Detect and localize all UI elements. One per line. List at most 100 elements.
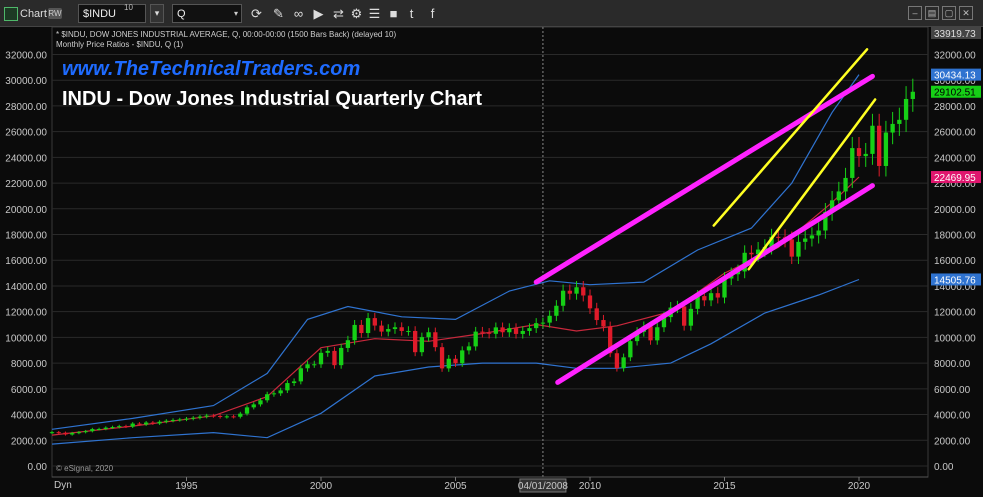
menu-icon[interactable]: ☰ [368,5,381,21]
link-icon[interactable]: ∞ [293,6,304,21]
candle-up [406,330,411,332]
symbol-dropdown-icon[interactable]: ▾ [150,4,164,23]
symbol-input[interactable]: $INDU [78,4,146,23]
price-tag-mid-band: 22469.95 [934,173,976,184]
y-tick-label-left: 30000.00 [5,76,47,87]
esignal-credit: © eSignal, 2020 [56,464,114,473]
candle-up [164,420,169,422]
interval-input[interactable]: Q ▾ [172,4,242,23]
chart-label: Chart [20,7,47,20]
y-tick-label-left: 0.00 [28,462,48,473]
study-header: * $INDU, DOW JONES INDUSTRIAL AVERAGE, Q… [56,30,396,39]
twitter-icon[interactable]: t [409,6,414,21]
draw-icon[interactable]: ✎ [273,5,284,21]
candle-up [803,238,808,242]
yellow-channel-line [712,48,869,227]
candle-up [870,125,875,154]
y-tick-label-right: 16000.00 [934,256,976,267]
video-icon[interactable]: ■ [389,6,398,21]
chart-badge[interactable]: RW [48,8,62,19]
candle-down [453,358,458,364]
price-tag-last-box [931,85,981,98]
candle-up [883,132,889,166]
candle-up [547,315,552,323]
y-tick-label-right: 4000.00 [934,411,971,422]
candle-down [217,415,223,417]
candle-down [123,426,129,428]
toolbar: Chart RW $INDU 10 ▾ Q ▾ ⟳ ✎ ∞ ▶ ⇄ ⚙ ☰ ■ … [0,0,983,27]
candle-up [460,350,465,364]
candle-down [56,432,61,434]
play-icon[interactable]: ▶ [313,5,324,21]
candle-up [661,317,667,328]
tile-icon[interactable]: ▤ [925,6,939,20]
price-tag-layer: 33919.73 30434.13 29102.51 22469.95 14505.76 [931,27,981,286]
restore-icon[interactable]: ▢ [942,6,956,20]
x-tick-label: 2015 [713,481,736,492]
symbol-count: 10 [124,3,133,12]
channel-layer [533,48,877,385]
y-tick-label-left: 16000.00 [5,256,47,267]
candle-up [117,426,122,428]
price-tag-top: 33919.73 [934,29,976,40]
y-tick-label-right: 14000.00 [934,282,976,293]
candle-layer [49,78,915,436]
candle-up [177,419,182,421]
candle-down [614,353,620,369]
candle-up [285,383,290,391]
candle-up [265,394,270,401]
price-chart[interactable]: 0.00 0.00 2000.00 2000.00 4000.00 4000.00 6000… [0,27,983,497]
candle-up [897,119,902,124]
candle-down [856,148,862,157]
y-tick-label-left: 20000.00 [5,205,47,216]
candle-down [702,296,707,301]
candle-up [76,432,82,434]
facebook-icon[interactable]: f [430,6,435,21]
y-tick-label-right: 6000.00 [934,385,971,396]
candle-up [345,340,351,348]
interval-dropdown-icon[interactable]: ▾ [233,9,238,18]
y-tick-label-left: 6000.00 [11,385,48,396]
dyn-label[interactable]: Dyn [54,480,72,491]
upper-band-line [51,74,860,430]
y-tick-label-left: 4000.00 [11,411,48,422]
x-tick-label: 1995 [175,481,198,492]
y-tick-label-left: 22000.00 [5,179,47,190]
price-tag-lower-band: 14505.76 [934,275,976,286]
candle-up [755,249,761,255]
x-tick-label: 2005 [444,481,467,492]
candle-up [110,427,115,429]
candle-down [608,326,613,354]
candle-down [433,332,438,348]
x-tick-label: 2010 [579,481,602,492]
sync-icon[interactable]: ⇄ [333,5,344,21]
candle-up [507,328,512,333]
candle-down [587,295,593,309]
y-tick-label-left: 32000.00 [5,50,47,61]
y-tick-label-right: 8000.00 [934,359,971,370]
axis-layer: 0.00 0.00 2000.00 2000.00 4000.00 4000.00 6000… [5,50,976,493]
minimize-icon[interactable]: – [908,6,922,20]
candle-down [439,347,445,369]
candle-up [527,328,532,331]
lower-band-line [51,278,860,445]
candle-down [648,326,653,341]
candle-up [735,271,741,275]
y-tick-label-right: 22000.00 [934,179,976,190]
candle-down [332,350,337,366]
candle-up [534,323,539,329]
refresh-icon[interactable]: ⟳ [251,5,262,21]
crosshair-date: 04/01/2008 [518,481,568,492]
candle-up [238,413,243,417]
close-icon[interactable]: ✕ [959,6,973,20]
candle-up [197,416,203,418]
candle-down [594,308,599,321]
candle-up [251,404,256,408]
chart-icon[interactable] [4,7,18,21]
candle-up [823,211,828,231]
candle-up [655,327,660,341]
settings-icon[interactable]: ⚙ [350,5,363,21]
candle-down [137,423,142,425]
candle-up [271,393,277,395]
y-tick-label-left: 24000.00 [5,153,47,164]
